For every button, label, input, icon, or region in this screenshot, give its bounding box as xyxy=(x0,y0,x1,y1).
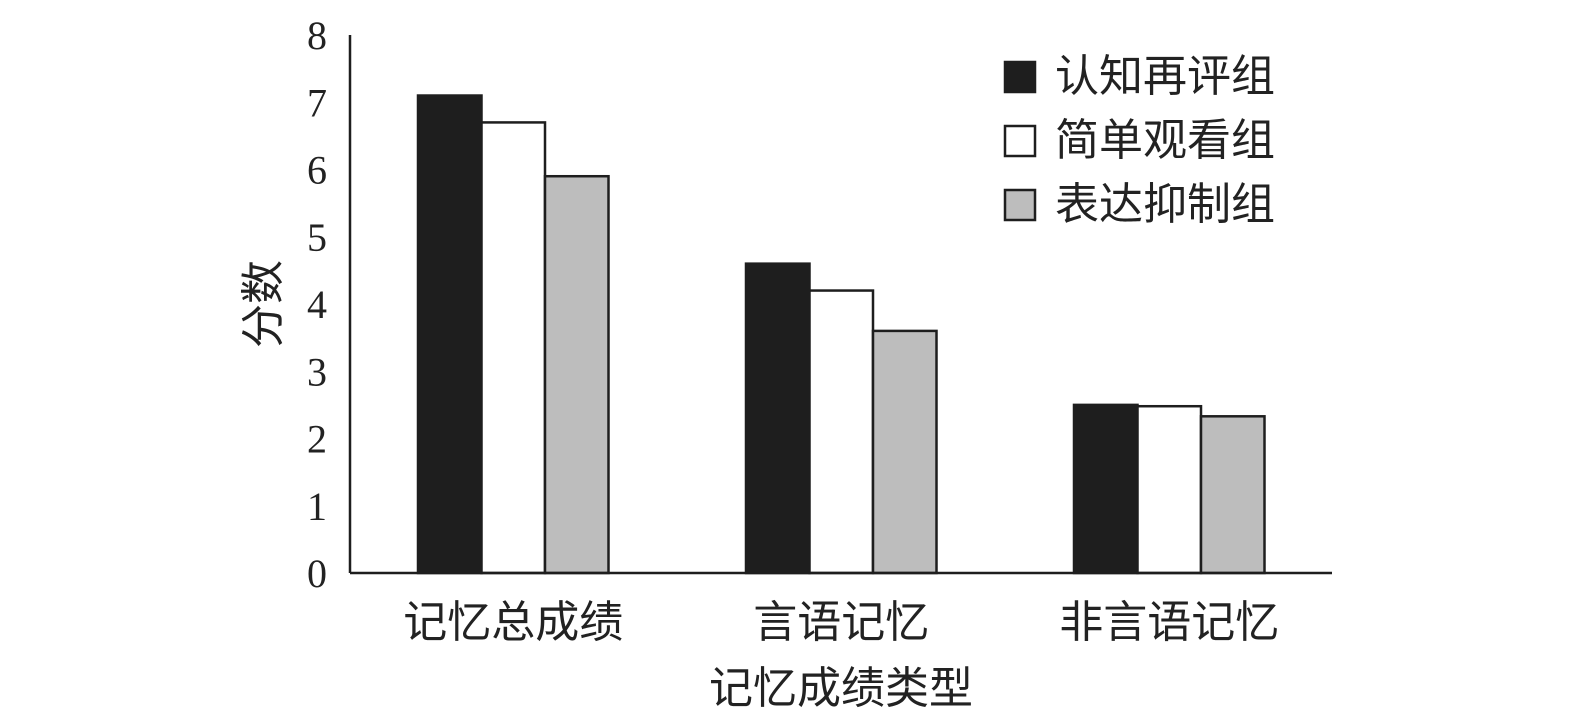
x-category-label: 言语记忆 xyxy=(753,597,929,648)
y-tick-label: 5 xyxy=(307,215,327,260)
legend-swatch xyxy=(1003,188,1037,222)
legend-swatch xyxy=(1003,124,1037,158)
legend-swatch xyxy=(1003,60,1037,94)
y-tick-label: 3 xyxy=(307,349,327,394)
bar-2-2 xyxy=(808,289,875,575)
bar-3-3 xyxy=(1199,415,1266,575)
x-axis-title: 记忆成绩类型 xyxy=(709,663,973,714)
x-category-label: 非言语记忆 xyxy=(1059,597,1279,648)
y-tick-label: 0 xyxy=(307,551,327,596)
bar-1-2 xyxy=(744,262,811,575)
y-axis-title: 分数 xyxy=(238,260,289,348)
legend-label: 表达抑制组 xyxy=(1055,179,1275,230)
y-tick-label: 7 xyxy=(307,80,327,125)
y-ticks-group: 0 1 2 3 4 5 6 7 8 xyxy=(307,13,327,596)
y-tick-label: 6 xyxy=(307,148,327,193)
y-tick-label: 4 xyxy=(307,282,327,327)
bar-2-3 xyxy=(1136,404,1203,575)
x-category-label: 记忆总成绩 xyxy=(403,597,623,648)
y-tick-label: 8 xyxy=(307,13,327,58)
bar-1-3 xyxy=(1072,403,1139,575)
bar-3-1 xyxy=(543,174,610,575)
legend-label: 简单观看组 xyxy=(1055,115,1275,166)
legend-label: 认知再评组 xyxy=(1055,51,1275,102)
bars-group xyxy=(416,94,1266,575)
axes-group xyxy=(348,35,1332,575)
y-tick-label: 2 xyxy=(307,417,327,462)
y-tick-label: 1 xyxy=(307,484,327,529)
bar-2-1 xyxy=(480,121,547,575)
bar-3-2 xyxy=(871,329,938,575)
bar-1-1 xyxy=(416,94,483,575)
x-categories-group: 记忆总成绩 言语记忆 非言语记忆 xyxy=(403,597,1279,648)
